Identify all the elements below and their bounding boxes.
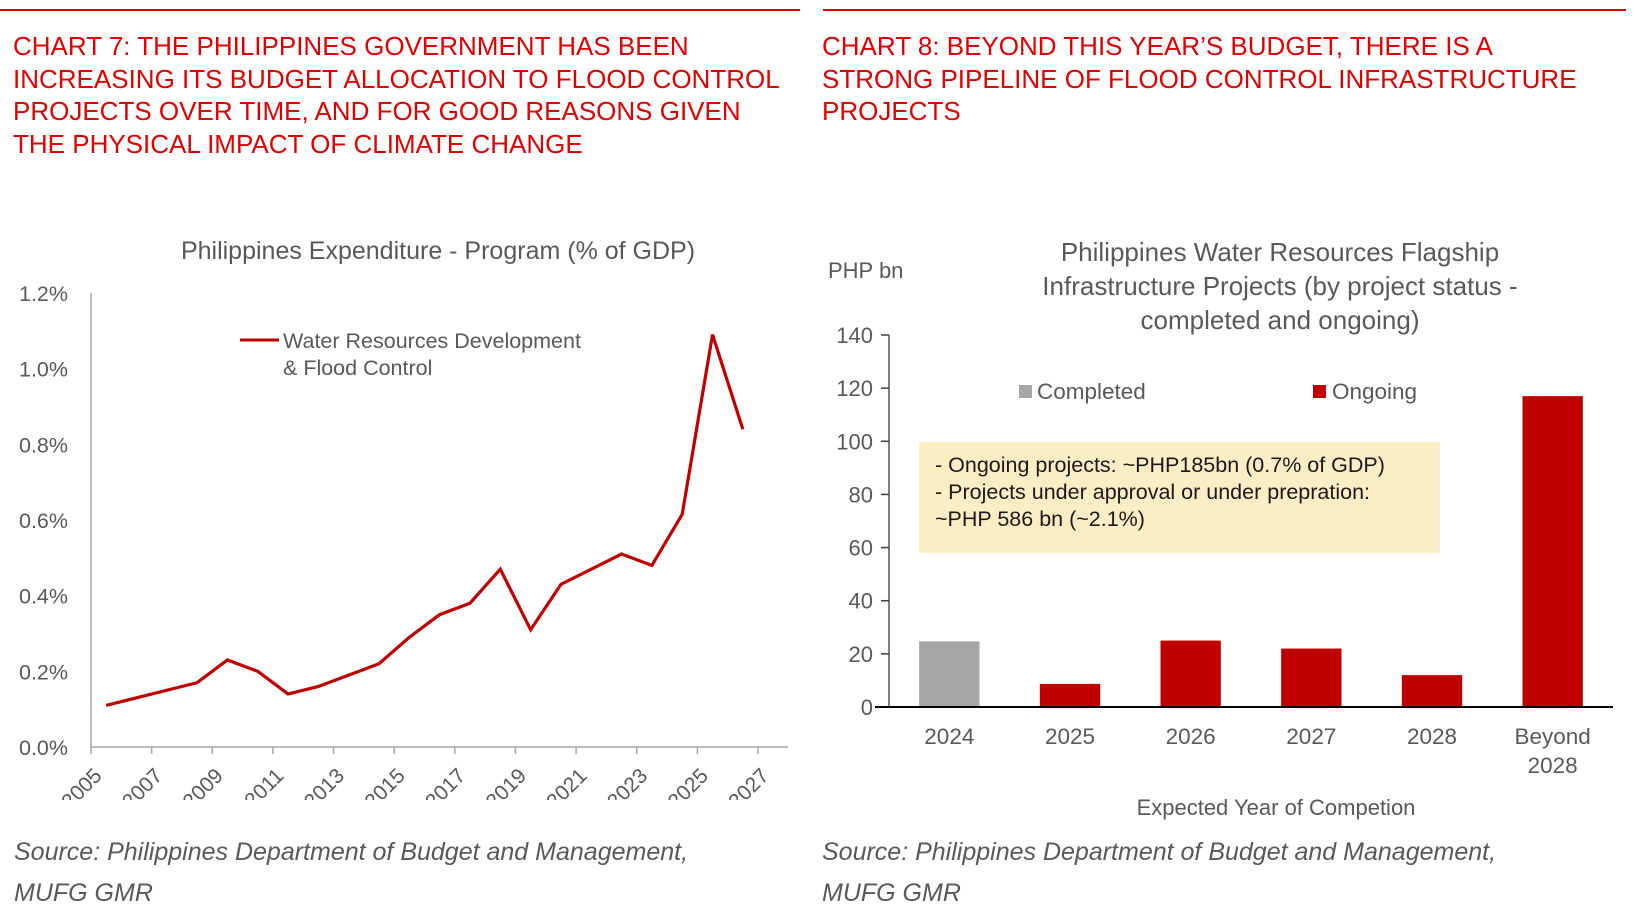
annotation-box: - Ongoing projects: ~PHP185bn (0.7% of G… (919, 442, 1440, 553)
line-x-tick-label: 2017 (421, 764, 470, 800)
line-chart: Philippines Expenditure - Program (% of … (19, 237, 788, 800)
bar-y-tick-label: 0 (861, 695, 873, 720)
line-y-tick-label: 1.0% (19, 358, 68, 382)
bar-x-tick-label: Beyond (1515, 724, 1591, 749)
line-y-tick-label: 0.0% (19, 736, 68, 760)
bar-ongoing-2025 (1039, 683, 1101, 707)
bar-ongoing-beyond-2028 (1522, 396, 1583, 707)
legend-label-ongoing: Ongoing (1332, 379, 1417, 404)
line-y-tick-label: 0.8% (19, 433, 68, 457)
bar-ongoing-2027 (1281, 648, 1342, 707)
bar-x-tick-label: 2027 (1286, 724, 1336, 749)
bar-y-tick-label: 20 (849, 642, 873, 667)
line-x-tick-label: 2021 (542, 764, 591, 800)
line-x-axis: 2005 2007 2009 2011 2013 2015 2017 2019 2021 2023… (57, 746, 788, 800)
bar-title-line3: completed and ongoing) (1141, 305, 1420, 335)
line-y-tick-label: 0.2% (19, 660, 68, 684)
legend-swatch-completed (1019, 385, 1032, 398)
bar-chart-title: Philippines Water Resources Flagship Inf… (1042, 237, 1517, 335)
line-x-tick-label: 2023 (603, 764, 652, 800)
line-x-tick-label: 2011 (240, 764, 288, 800)
bar-y-tick-label: 100 (836, 429, 873, 454)
chart8-source-line2: MUFG GMR (822, 879, 961, 907)
line-x-tick-label: 2015 (360, 764, 409, 800)
bar-y-tick-label: 140 (836, 323, 873, 348)
bar-ongoing-2026 (1160, 640, 1221, 707)
bar-y-tick-label: 80 (849, 482, 873, 507)
left-header-rule (0, 9, 800, 11)
chart7-source-line1: Source: Philippines Department of Budget… (14, 838, 689, 866)
right-header-rule (823, 9, 1626, 11)
chart8-heading: CHART 8: BEYOND THIS YEAR’S BUDGET, THER… (822, 31, 1577, 126)
bar-x-tick-label: 2028 (1407, 724, 1457, 749)
line-chart-title: Philippines Expenditure - Program (% of … (181, 237, 695, 265)
annotation-line3: ~PHP 586 bn (~2.1%) (935, 507, 1145, 531)
line-x-tick-label: 2027 (724, 764, 773, 800)
bar-legend: Completed Ongoing (1019, 379, 1417, 404)
bar-x-tick-label: 2028 (1528, 753, 1578, 778)
legend-label-completed: Completed (1037, 379, 1146, 404)
bar-title-line1: Philippines Water Resources Flagship (1061, 237, 1499, 267)
line-x-tick-label: 2007 (118, 764, 167, 800)
line-x-tick-label: 2019 (482, 764, 531, 800)
chart8-source-line1: Source: Philippines Department of Budget… (822, 838, 1497, 866)
line-y-axis: 0.0% 0.2% 0.4% 0.6% 0.8% 1.0% 1.2% (19, 282, 92, 760)
line-x-tick-label: 2005 (57, 764, 106, 800)
chart7-source: Source: Philippines Department of Budget… (14, 832, 794, 914)
bar-x-axis-title: Expected Year of Competion (1137, 795, 1416, 820)
annotation-line1: - Ongoing projects: ~PHP185bn (0.7% of G… (935, 453, 1385, 477)
bar-y-axis: 0 20 40 60 80 100 120 140 (836, 323, 890, 720)
line-x-tick-label: 2009 (179, 764, 228, 800)
series-line-flood-control (105, 334, 745, 707)
bar-x-tick-label: 2026 (1166, 724, 1216, 749)
legend-label-line1: Water Resources Development (283, 329, 581, 353)
annotation-line2: - Projects under approval or under prepr… (935, 480, 1371, 504)
bar-title-line2: Infrastructure Projects (by project stat… (1042, 271, 1517, 301)
line-y-tick-label: 0.6% (19, 509, 68, 533)
bar-y-tick-label: 40 (849, 589, 873, 614)
line-y-tick-label: 0.4% (19, 585, 68, 609)
line-x-tick-label: 2013 (300, 764, 349, 800)
legend-label-line2: & Flood Control (283, 356, 432, 380)
chart8-source: Source: Philippines Department of Budget… (822, 832, 1622, 914)
chart7-source-line2: MUFG GMR (14, 879, 153, 907)
bar-y-unit-label: PHP bn (828, 258, 903, 283)
bar-completed-2024 (919, 641, 980, 707)
line-points (106, 334, 743, 706)
bar-x-axis: 2024 2025 2026 2027 2028 Beyond 2028 (875, 706, 1613, 778)
line-legend: Water Resources Development & Flood Cont… (240, 329, 581, 380)
line-x-tick-label: 2025 (664, 764, 713, 800)
line-y-tick-label: 1.2% (19, 282, 68, 306)
legend-swatch-ongoing (1313, 385, 1326, 398)
bar-series (919, 396, 1583, 707)
bar-x-tick-label: 2024 (924, 724, 974, 749)
bar-ongoing-2028 (1401, 675, 1463, 707)
bar-chart: Philippines Water Resources Flagship Inf… (828, 237, 1613, 820)
bar-y-tick-label: 60 (849, 536, 873, 561)
bar-x-tick-label: 2025 (1045, 724, 1095, 749)
chart7-heading: CHART 7: THE PHILIPPINES GOVERNMENT HAS … (13, 31, 779, 159)
bar-y-tick-label: 120 (836, 376, 873, 401)
